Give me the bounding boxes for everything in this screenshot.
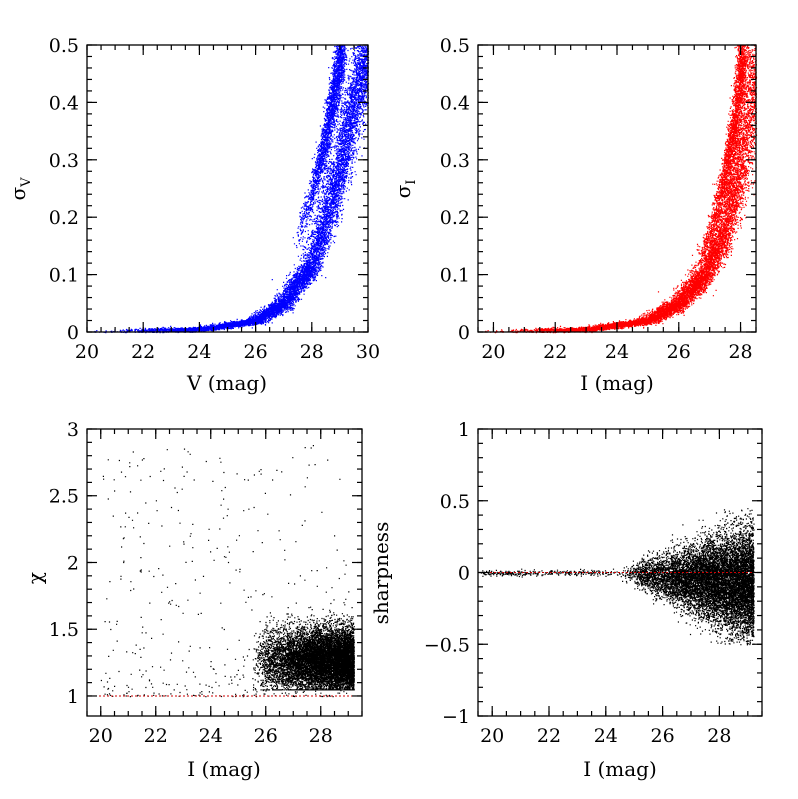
sigma-v-ytick-label: 0.3: [49, 150, 79, 172]
chi-ytick-label: 1: [67, 686, 79, 708]
sigma-i-ytick-label: 0.4: [440, 92, 470, 114]
chi-data-points: [100, 445, 355, 698]
chi-xtick-label: 20: [89, 725, 113, 747]
sharpness-ylabel: sharpness: [369, 522, 393, 625]
sharpness-ytick-label: 1: [458, 419, 470, 441]
sigma-v-ticks: 20 22 24 26 28 30 0 0.1 0.2 0.3 0.4 0.5: [49, 35, 380, 363]
sigma-i-frame: [477, 44, 757, 333]
chi-xtick-label: 24: [199, 725, 223, 747]
chi-xtick-label: 26: [254, 725, 278, 747]
sigma-v-ylabel: σV: [6, 177, 34, 201]
sigma-v-data-points: [94, 45, 370, 334]
chi-ytick-label: 3: [67, 419, 79, 441]
sigma-i-points: [485, 45, 758, 334]
sharpness-xtick-label: 26: [651, 725, 675, 747]
sigma-v-ytick-label: 0.2: [49, 207, 79, 229]
sharpness-ytick-label: −1: [442, 706, 470, 728]
panel-sigma-i: 20 22 24 26 28 0 0.1 0.2 0.3 0.4 0.5 I (mag) σI: [391, 35, 758, 395]
sigma-i-xtick-label: 20: [481, 341, 505, 363]
chi-ticks: 20 22 24 26 28 1 1.5 2 2.5 3: [49, 419, 363, 747]
sharpness-ticks: 20 22 24 26 28 −1 −0.5 0 0.5 1: [424, 419, 763, 747]
sharpness-xtick-label: 28: [707, 725, 731, 747]
chi-ytick-label: 2.5: [49, 486, 79, 508]
chi-ylabel: χ: [23, 572, 47, 584]
sharpness-xtick-label: 24: [594, 725, 618, 747]
panel-sharpness: 20 22 24 26 28 −1 −0.5 0 0.5 1 I (mag) sharpness: [369, 419, 763, 781]
sigma-i-ytick-label: 0: [458, 322, 470, 344]
sigma-v-points: [94, 45, 370, 334]
sharpness-ytick-label: 0.5: [440, 491, 470, 513]
chi-points: [100, 445, 355, 698]
panel-sigma-v: 20 22 24 26 28 30 0 0.1 0.2 0.3 0.4 0.5 V (mag) σV: [6, 35, 380, 395]
sigma-v-frame: [86, 44, 369, 333]
sigma-v-xlabel: V (mag): [186, 371, 267, 395]
sigma-i-xtick-label: 24: [605, 341, 629, 363]
sharpness-xlabel: I (mag): [583, 757, 657, 781]
sharpness-xtick-label: 20: [480, 725, 504, 747]
sigma-v-ytick-label: 0.4: [49, 92, 79, 114]
sigma-v-ytick-label: 0.1: [49, 265, 79, 287]
chi-xtick-label: 28: [309, 725, 333, 747]
sigma-i-xlabel: I (mag): [580, 371, 654, 395]
sharpness-data-points: [480, 508, 755, 646]
sigma-i-ytick-label: 0.5: [440, 35, 470, 57]
sharpness-points: [480, 508, 755, 646]
sigma-v-ytick-label: 0.5: [49, 35, 79, 57]
sharpness-xtick-label: 22: [537, 725, 561, 747]
sigma-i-ytick-label: 0.1: [440, 265, 470, 287]
sigma-v-xtick-label: 24: [187, 341, 211, 363]
chi-xtick-label: 22: [144, 725, 168, 747]
sigma-i-xtick-label: 22: [543, 341, 567, 363]
chi-ytick-label: 2: [67, 552, 79, 574]
sharpness-ytick-label: −0.5: [424, 634, 470, 656]
panel-chi: 20 22 24 26 28 1 1.5 2 2.5 3 I (mag) χ: [23, 419, 363, 781]
sigma-i-ytick-label: 0.3: [440, 150, 470, 172]
sigma-i-xtick-label: 28: [728, 341, 752, 363]
sigma-v-xtick-label: 28: [300, 341, 324, 363]
chi-xlabel: I (mag): [187, 757, 261, 781]
sigma-v-xtick-label: 22: [131, 341, 155, 363]
sigma-i-data-points: [485, 45, 758, 334]
sigma-i-ylabel: σI: [391, 180, 419, 199]
chi-ytick-label: 1.5: [49, 619, 79, 641]
sigma-v-xtick-label: 30: [356, 341, 380, 363]
sigma-i-ytick-label: 0.2: [440, 207, 470, 229]
sigma-i-xtick-label: 26: [667, 341, 691, 363]
sigma-v-ytick-label: 0: [67, 322, 79, 344]
sharpness-ytick-label: 0: [458, 563, 470, 585]
sigma-v-xtick-label: 20: [75, 341, 99, 363]
sigma-v-xtick-label: 26: [244, 341, 268, 363]
sigma-i-ticks: 20 22 24 26 28 0 0.1 0.2 0.3 0.4 0.5: [440, 35, 757, 363]
